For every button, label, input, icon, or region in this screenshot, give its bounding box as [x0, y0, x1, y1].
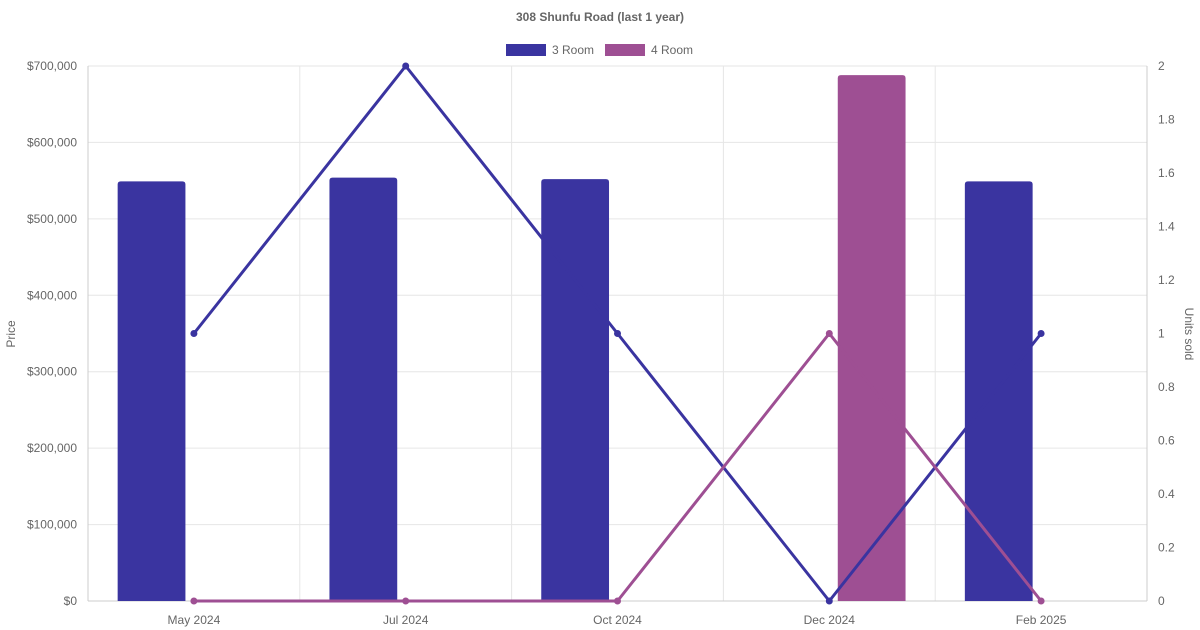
bar-3-room-feb-2025[interactable] — [965, 181, 1033, 601]
point-3-room-oct-2024[interactable] — [614, 330, 621, 337]
point-4-room-dec-2024[interactable] — [826, 330, 833, 337]
legend-swatch-4-room — [605, 44, 645, 56]
legend-entry-3-room[interactable]: 3 Room — [506, 43, 594, 57]
left-axis: $0 $100,000 $200,000 $300,000 $400,000 $500,0… — [27, 59, 88, 608]
bar-3-room-may-2024[interactable] — [118, 181, 186, 601]
lines — [190, 63, 1044, 605]
point-3-room-feb-2025[interactable] — [1038, 330, 1045, 337]
bar-4-room-dec-2024[interactable] — [838, 75, 906, 601]
chart-title: 308 Shunfu Road (last 1 year) — [516, 10, 684, 24]
x-tick-label: Oct 2024 — [593, 613, 642, 627]
y-left-tick-label: $200,000 — [27, 441, 77, 455]
y-left-tick-label: $400,000 — [27, 288, 77, 302]
y-right-tick-label: 0.6 — [1158, 434, 1175, 448]
y-left-tick-label: $600,000 — [27, 135, 77, 149]
y-right-tick-label: 0.8 — [1158, 380, 1175, 394]
point-4-room-oct-2024[interactable] — [614, 598, 621, 605]
legend-label-4-room: 4 Room — [651, 43, 693, 57]
y-left-tick-label: $100,000 — [27, 518, 77, 532]
y-right-tick-label: 1.6 — [1158, 166, 1175, 180]
y-right-tick-label: 1.4 — [1158, 220, 1175, 234]
y-left-tick-label: $300,000 — [27, 365, 77, 379]
bars — [118, 75, 1033, 601]
y-right-tick-label: 1.2 — [1158, 273, 1175, 287]
legend-label-3-room: 3 Room — [552, 43, 594, 57]
point-4-room-may-2024[interactable] — [190, 598, 197, 605]
x-tick-label: May 2024 — [168, 613, 221, 627]
right-axis: 0 0.2 0.4 0.6 0.8 1 1.2 1.4 1.6 1.8 2 — [1147, 59, 1175, 608]
point-3-room-dec-2024[interactable] — [826, 598, 833, 605]
x-tick-label: Dec 2024 — [804, 613, 856, 627]
y-axis-left-label: Price — [4, 320, 18, 348]
bar-3-room-oct-2024[interactable] — [541, 179, 609, 601]
y-left-tick-label: $500,000 — [27, 212, 77, 226]
y-right-tick-label: 1.8 — [1158, 113, 1175, 127]
y-right-tick-label: 0.4 — [1158, 487, 1175, 501]
bar-3-room-jul-2024[interactable] — [329, 178, 397, 601]
y-axis-right-label: Units sold — [1182, 308, 1196, 361]
x-tick-label: Feb 2025 — [1016, 613, 1067, 627]
x-axis: May 2024 Jul 2024 Oct 2024 Dec 2024 Feb 2025 — [88, 601, 1147, 627]
point-4-room-jul-2024[interactable] — [402, 598, 409, 605]
x-tick-label: Jul 2024 — [383, 613, 429, 627]
legend-entry-4-room[interactable]: 4 Room — [605, 43, 693, 57]
y-right-tick-label: 2 — [1158, 59, 1165, 73]
y-right-tick-label: 0.2 — [1158, 541, 1175, 555]
y-right-tick-label: 0 — [1158, 594, 1165, 608]
point-4-room-feb-2025[interactable] — [1038, 598, 1045, 605]
point-3-room-may-2024[interactable] — [190, 330, 197, 337]
line-4-room — [194, 334, 1041, 602]
y-right-tick-label: 1 — [1158, 327, 1165, 341]
legend-swatch-3-room — [506, 44, 546, 56]
point-3-room-jul-2024[interactable] — [402, 63, 409, 70]
y-left-tick-label: $700,000 — [27, 59, 77, 73]
y-left-tick-label: $0 — [64, 594, 78, 608]
legend: 3 Room 4 Room — [506, 43, 693, 57]
